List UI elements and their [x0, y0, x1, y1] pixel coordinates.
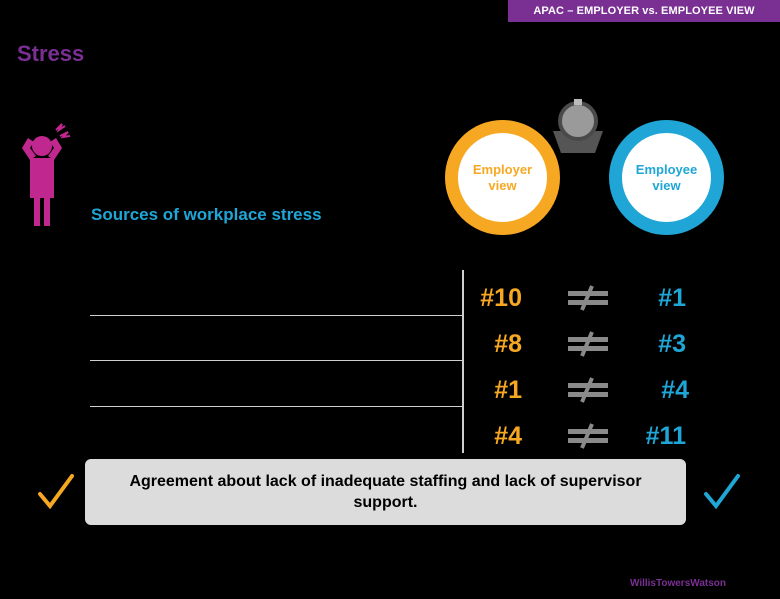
section-subtitle: Sources of workplace stress [91, 205, 322, 224]
checkmark-icon [704, 474, 740, 510]
employer-view-label: Employer view [472, 161, 533, 193]
row-divider [90, 406, 462, 407]
vertical-divider [462, 270, 464, 453]
not-equal-icon [568, 423, 608, 449]
employer-rank: #10 [480, 284, 522, 312]
employer-rank: #1 [494, 376, 522, 404]
not-equal-icon [568, 285, 608, 311]
employee-view-circle: Employee view [609, 120, 724, 235]
checkmark-icon [38, 474, 74, 510]
stressed-person-icon [22, 123, 71, 226]
header-banner: APAC – EMPLOYER vs. EMPLOYEE VIEW [508, 0, 780, 22]
employee-rank: #4 [661, 376, 689, 404]
employer-rank: #4 [494, 422, 522, 450]
agreement-box: Agreement about lack of inadequate staff… [85, 459, 686, 525]
not-equal-icon [568, 377, 608, 403]
employee-rank: #1 [658, 284, 686, 312]
row-divider [90, 360, 462, 361]
employee-rank: #11 [645, 422, 686, 450]
agreement-text: Agreement about lack of inadequate staff… [129, 473, 642, 511]
not-equal-icon [568, 331, 608, 357]
scale-icon [553, 99, 603, 153]
row-divider [90, 315, 462, 316]
employer-rank: #8 [494, 330, 522, 358]
page-title: Stress [17, 41, 85, 66]
employee-view-label: Employee view [635, 161, 698, 193]
employer-view-circle: Employer view [445, 120, 560, 235]
brand-logo: WillisTowersWatson [629, 578, 726, 589]
employee-rank: #3 [658, 330, 686, 358]
